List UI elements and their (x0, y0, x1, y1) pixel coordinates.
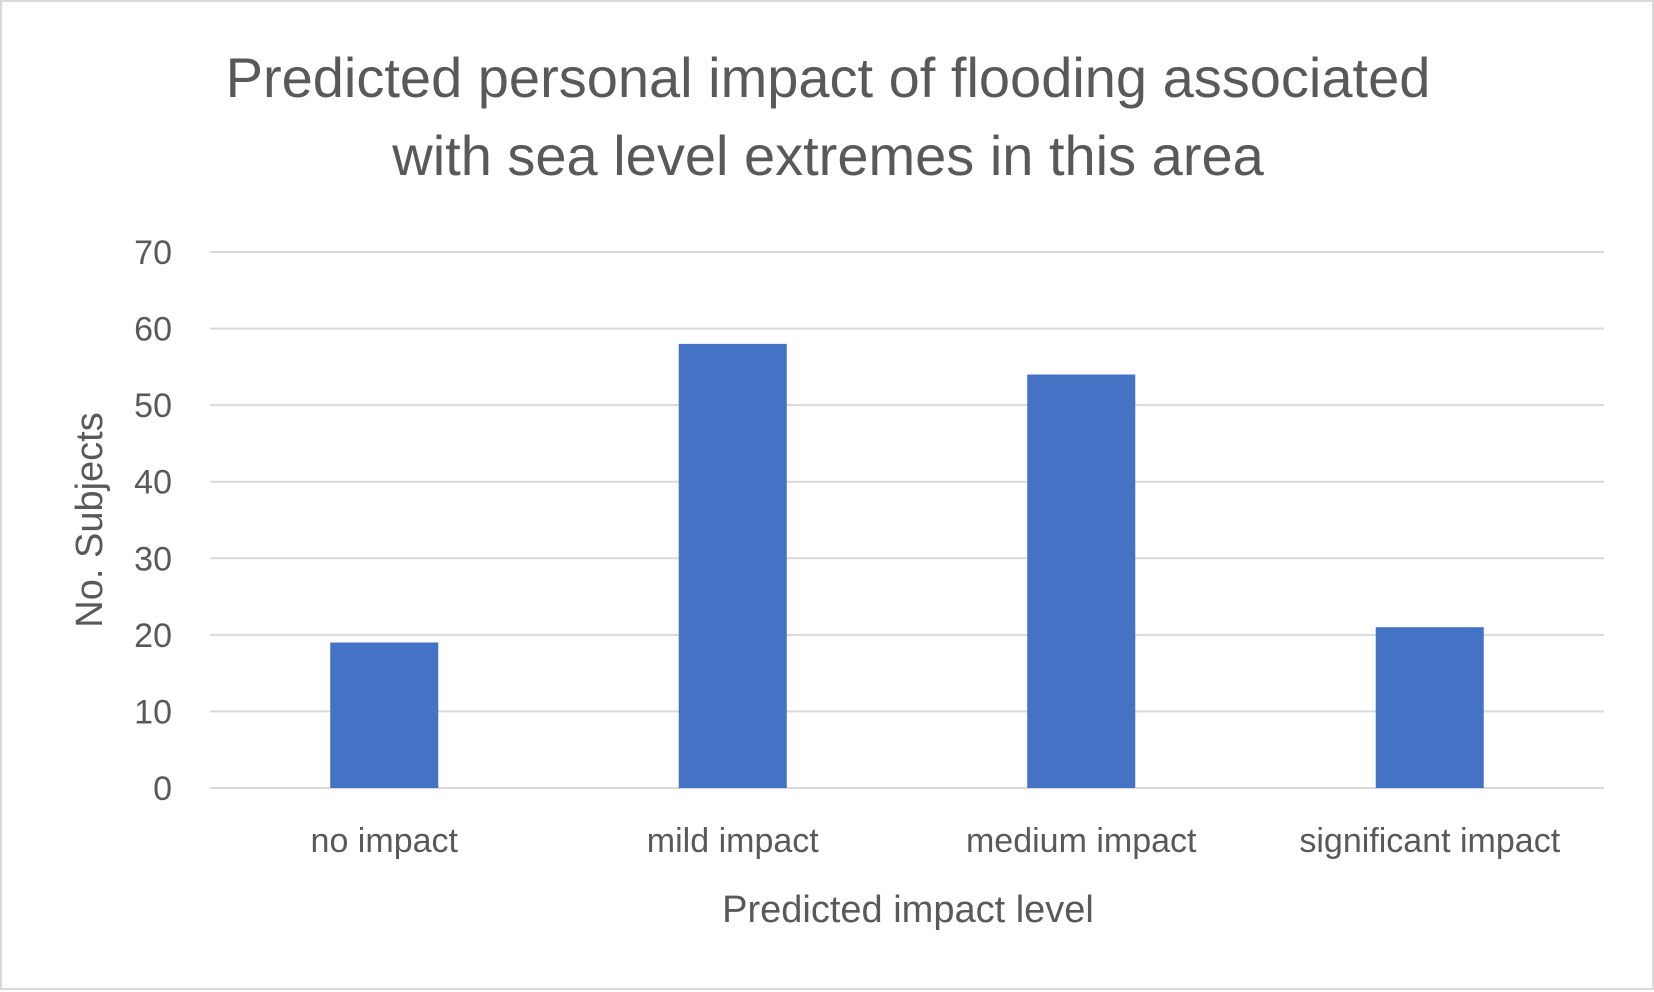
chart-title-line-2: with sea level extremes in this area (391, 124, 1264, 187)
bar (330, 642, 439, 788)
bar (1375, 627, 1484, 788)
y-axis-ticks: 0 10 20 30 40 50 60 70 (134, 234, 172, 808)
y-tick-label: 30 (134, 540, 172, 578)
y-tick-label: 0 (153, 770, 172, 808)
y-tick-label: 40 (134, 464, 172, 502)
x-tick-label: mild impact (647, 822, 819, 860)
bar (1027, 374, 1136, 788)
x-tick-label: medium impact (966, 822, 1197, 860)
y-tick-label: 10 (134, 693, 172, 731)
x-axis-ticks: no impact mild impact medium impact signifi… (311, 822, 1561, 860)
chart-title-line-1: Predicted personal impact of flooding as… (226, 46, 1431, 109)
y-tick-label: 70 (134, 234, 172, 272)
y-tick-label: 20 (134, 617, 172, 655)
y-axis-title: No. Subjects (69, 412, 111, 627)
x-tick-label: no impact (311, 822, 459, 860)
gridlines (210, 251, 1604, 789)
x-tick-label: significant impact (1299, 822, 1560, 860)
x-axis-title: Predicted impact level (722, 889, 1094, 931)
y-tick-label: 50 (134, 387, 172, 425)
bars (330, 343, 1484, 788)
bar (678, 343, 787, 788)
y-tick-label: 60 (134, 311, 172, 349)
